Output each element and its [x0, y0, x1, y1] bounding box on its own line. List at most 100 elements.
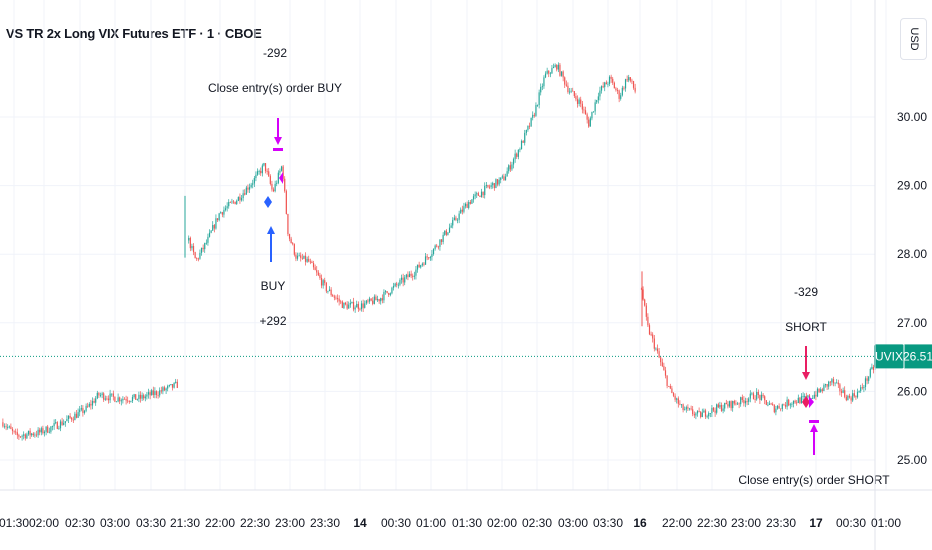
candle-body — [708, 413, 710, 417]
candle-body — [196, 258, 198, 260]
candle-body — [576, 99, 579, 104]
candle-body — [408, 273, 411, 278]
candle-body — [378, 299, 380, 302]
candle-body — [871, 366, 873, 370]
close-buy-bar — [273, 148, 283, 151]
candle-body — [213, 225, 215, 229]
candle-body — [120, 400, 122, 402]
time-tick-label: 21:30 — [170, 516, 200, 530]
candle-body — [741, 397, 743, 400]
candle-body — [439, 239, 441, 247]
candle-body — [280, 166, 283, 171]
time-tick-label: 23:30 — [766, 516, 796, 530]
candle-body — [605, 82, 607, 85]
candle-body — [725, 402, 727, 405]
candle-body — [666, 375, 668, 386]
candle-body — [71, 417, 73, 420]
candle-body — [125, 399, 127, 401]
currency-button[interactable]: USD — [900, 18, 927, 60]
candle-body — [199, 252, 201, 259]
candle-body — [400, 277, 403, 280]
candle-body — [218, 213, 220, 221]
candle-body — [711, 407, 713, 414]
candle-body — [285, 191, 287, 215]
candle-body — [485, 185, 487, 186]
candle-body — [716, 404, 718, 413]
candle-body — [432, 248, 435, 255]
time-axis[interactable]: 01:30 02:00 02:30 03:00 03:30 21:30 22:00 22:30… — [0, 489, 932, 530]
candle-body — [269, 176, 271, 184]
candle-body — [114, 396, 116, 402]
candle-body — [51, 426, 54, 427]
time-tick-label: 03:30 — [136, 516, 166, 530]
candle-body — [288, 234, 291, 239]
candle-body — [861, 387, 863, 389]
candle-body — [855, 396, 857, 398]
candle-body — [743, 399, 745, 404]
time-tick-label: 22:00 — [205, 516, 235, 530]
candle-body — [556, 65, 558, 70]
candle-body — [335, 297, 337, 299]
candle-body — [479, 195, 481, 197]
time-tick-label: 22:30 — [240, 516, 270, 530]
candle-body — [679, 403, 681, 405]
candle-body — [836, 382, 838, 384]
candle-body — [744, 401, 747, 404]
candle-body — [631, 80, 633, 82]
candle-body — [775, 408, 777, 413]
candle-body — [59, 421, 62, 429]
candle-body — [271, 183, 273, 190]
candle-body — [511, 164, 513, 170]
candle-body — [50, 426, 52, 432]
candle-body — [295, 254, 297, 259]
candle-body — [276, 182, 278, 184]
candle-body — [575, 96, 577, 100]
candle-body — [240, 198, 243, 201]
time-tick-label: 23:00 — [731, 516, 761, 530]
candle-body — [372, 300, 374, 304]
candle-body — [610, 76, 612, 79]
candle-body — [19, 436, 22, 438]
candle-body — [298, 255, 300, 257]
candle-body — [232, 201, 235, 203]
candle-body — [95, 398, 97, 403]
candle-body — [676, 398, 678, 400]
candle-body — [842, 390, 844, 393]
candle-body — [362, 303, 364, 308]
candle-body — [264, 163, 267, 172]
candle-body — [772, 404, 774, 406]
candle-body — [256, 171, 259, 175]
candle-body — [813, 394, 815, 399]
candlestick-series — [0, 62, 883, 441]
candle-body — [336, 298, 339, 299]
candle-body — [540, 86, 542, 93]
time-tick-label: 22:30 — [697, 516, 727, 530]
candle-body — [188, 237, 190, 241]
candle-body — [143, 395, 145, 399]
candle-body — [668, 385, 670, 387]
candle-body — [650, 334, 652, 336]
candle-body — [106, 398, 108, 400]
candle-body — [572, 90, 574, 92]
candle-body — [690, 408, 692, 410]
candle-body — [252, 183, 254, 185]
buy-label: +292 — [259, 314, 286, 328]
candle-body — [597, 96, 599, 101]
candle-body — [512, 159, 515, 165]
price-axis[interactable]: 25.00 26.00 27.00 28.00 29.00 30.00 — [874, 0, 927, 550]
candle-body — [767, 404, 769, 406]
candle-body — [130, 400, 132, 402]
candle-body — [604, 82, 606, 88]
candle-body — [39, 429, 41, 433]
candle-body — [642, 289, 644, 300]
candle-body — [541, 86, 543, 88]
candle-body — [389, 293, 391, 295]
arrow-head — [802, 372, 810, 380]
candle-body — [626, 79, 628, 81]
candle-body — [719, 404, 721, 408]
candle-body — [127, 400, 129, 402]
candle-body — [858, 391, 860, 392]
candle-body — [770, 403, 772, 405]
candle-body — [333, 296, 335, 298]
